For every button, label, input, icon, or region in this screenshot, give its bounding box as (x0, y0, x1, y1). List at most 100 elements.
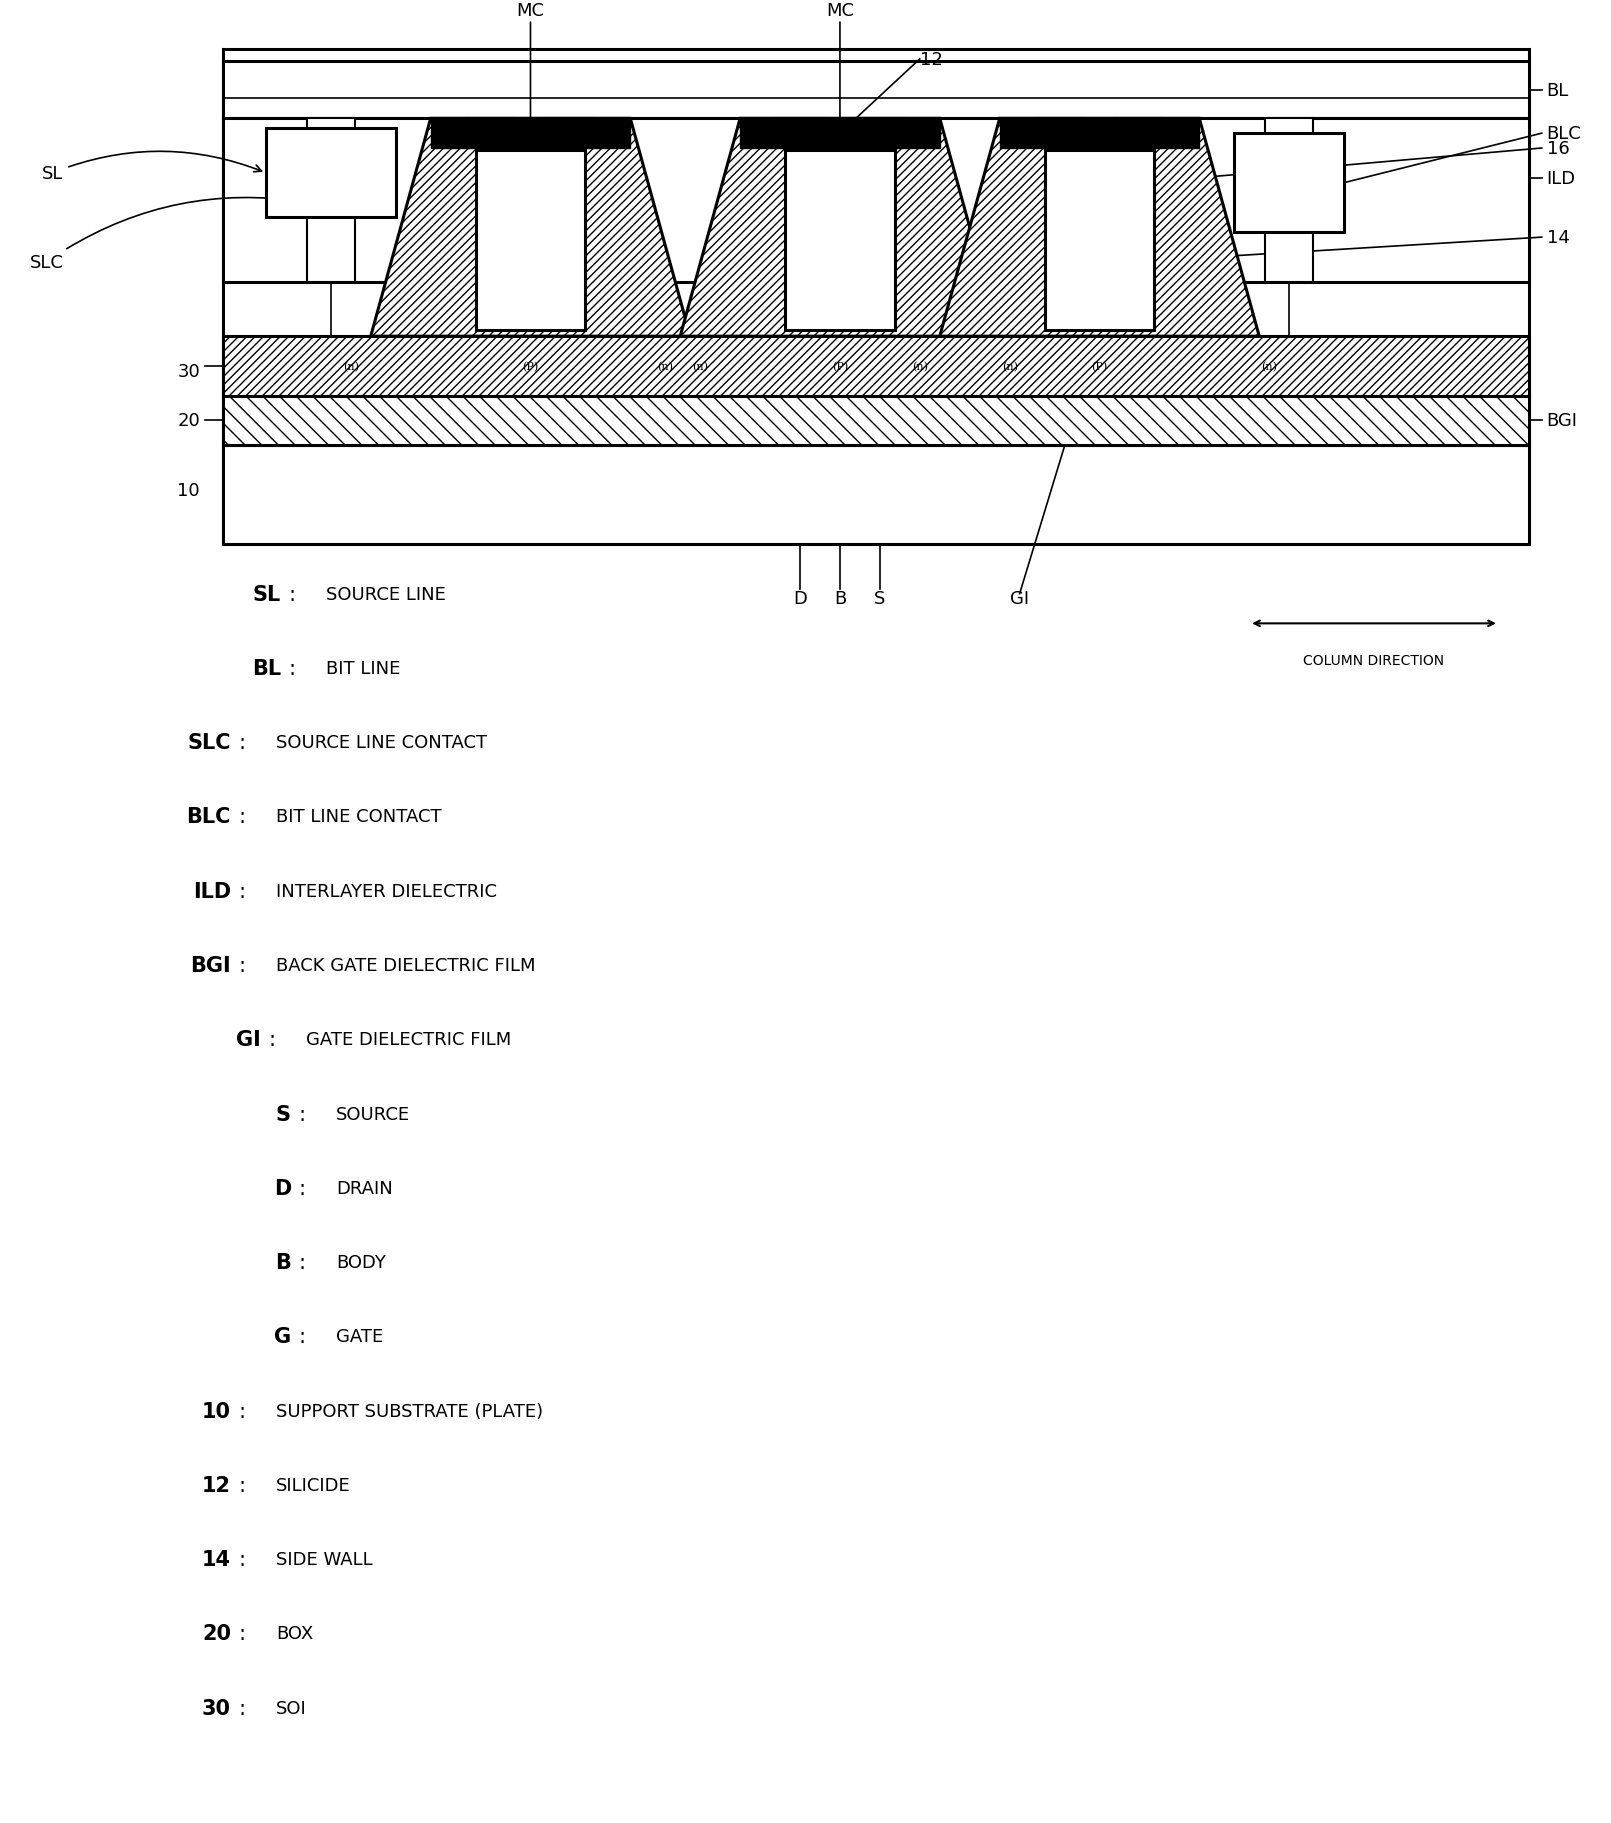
Text: :: : (238, 1624, 246, 1644)
Text: :: : (238, 733, 246, 753)
Polygon shape (371, 118, 690, 337)
Text: GATE: GATE (335, 1327, 383, 1345)
Text: :: : (288, 585, 296, 603)
Text: ILD: ILD (193, 881, 230, 901)
Text: MC: MC (517, 2, 545, 20)
Polygon shape (939, 118, 1260, 337)
Text: SOI: SOI (275, 1699, 306, 1717)
Bar (1265, 118, 1313, 283)
Text: :: : (238, 1697, 246, 1717)
Text: INTERLAYER DIELECTRIC: INTERLAYER DIELECTRIC (275, 882, 496, 901)
Text: :: : (288, 658, 296, 678)
Text: SOURCE LINE: SOURCE LINE (325, 585, 446, 603)
Text: SOURCE LINE CONTACT: SOURCE LINE CONTACT (275, 735, 487, 751)
Text: 16: 16 (1547, 140, 1569, 159)
Text: SLC: SLC (29, 199, 303, 272)
Bar (780, 135, 901, 233)
Text: SL: SL (253, 585, 280, 603)
Bar (1115, 118, 1163, 283)
Text: SILICIDE: SILICIDE (275, 1477, 351, 1495)
Text: GI: GI (237, 1030, 261, 1050)
Text: 12: 12 (201, 1475, 230, 1495)
Polygon shape (680, 118, 1000, 337)
Text: B: B (834, 589, 846, 607)
Text: :: : (300, 1105, 306, 1125)
Bar (222, 337, 1529, 396)
Text: 30: 30 (177, 363, 200, 381)
Bar (777, 118, 823, 283)
Text: :: : (238, 808, 246, 828)
Text: 14: 14 (1547, 230, 1569, 246)
Bar (430, 118, 630, 149)
Text: BLC: BLC (187, 808, 230, 828)
Text: SOURCE: SOURCE (335, 1105, 409, 1123)
Text: 10: 10 (201, 1400, 230, 1420)
Text: ILD: ILD (1547, 170, 1576, 188)
Text: :: : (238, 881, 246, 901)
Text: :: : (238, 1400, 246, 1420)
Text: BOX: BOX (275, 1624, 313, 1643)
Bar (222, 62, 1529, 118)
Text: 20: 20 (201, 1624, 230, 1644)
Text: 14: 14 (201, 1550, 230, 1570)
Text: MC: MC (1099, 129, 1128, 148)
Text: (n): (n) (1002, 361, 1018, 372)
Text: SL: SL (42, 151, 261, 182)
Bar (222, 118, 1529, 283)
Text: (n): (n) (1261, 361, 1278, 372)
Bar (1234, 135, 1344, 233)
Text: :: : (300, 1327, 306, 1347)
Bar (1044, 151, 1155, 332)
Text: :: : (238, 1550, 246, 1570)
Text: 10: 10 (177, 481, 200, 500)
Text: SUPPORT SUBSTRATE (PLATE): SUPPORT SUBSTRATE (PLATE) (275, 1402, 543, 1420)
Text: GI: GI (1010, 589, 1029, 607)
Text: :: : (238, 955, 246, 975)
Bar (222, 49, 1529, 545)
Text: D: D (793, 589, 807, 607)
Text: MC: MC (826, 2, 854, 20)
Bar (467, 118, 514, 283)
Text: G: G (1184, 288, 1199, 306)
Text: COLUMN DIRECTION: COLUMN DIRECTION (1303, 654, 1445, 667)
Text: BL: BL (1547, 82, 1569, 100)
Text: G: G (274, 1327, 292, 1347)
Text: S: S (275, 1105, 292, 1125)
Bar (470, 135, 590, 233)
Text: SIDE WALL: SIDE WALL (275, 1550, 372, 1568)
Bar (266, 129, 396, 219)
Text: BACK GATE DIELECTRIC FILM: BACK GATE DIELECTRIC FILM (275, 957, 535, 975)
Bar (546, 118, 594, 283)
Text: (P): (P) (1091, 361, 1108, 372)
Text: 20: 20 (177, 412, 200, 430)
Text: :: : (269, 1030, 275, 1050)
Text: (n): (n) (657, 361, 673, 372)
Text: (n): (n) (912, 361, 928, 372)
Text: (P): (P) (831, 361, 847, 372)
Bar (785, 151, 894, 332)
Text: BL: BL (251, 658, 280, 678)
Text: D: D (274, 1178, 292, 1198)
Text: DRAIN: DRAIN (335, 1179, 393, 1198)
Text: 12: 12 (920, 51, 942, 69)
Text: :: : (238, 1475, 246, 1495)
Bar (1039, 135, 1160, 233)
Bar (222, 447, 1529, 545)
Bar (855, 118, 904, 283)
Text: BIT LINE: BIT LINE (325, 660, 400, 678)
Text: BGI: BGI (1547, 412, 1577, 430)
Text: :: : (300, 1252, 306, 1272)
Text: :: : (300, 1178, 306, 1198)
Text: BIT LINE CONTACT: BIT LINE CONTACT (275, 808, 441, 826)
Text: BLC: BLC (1547, 126, 1582, 142)
Text: BGI: BGI (190, 955, 230, 975)
Bar (475, 151, 585, 332)
Bar (1000, 118, 1199, 149)
Text: S: S (875, 589, 886, 607)
Text: 30: 30 (201, 1697, 230, 1717)
Text: (n): (n) (343, 361, 359, 372)
Text: (P): (P) (522, 361, 538, 372)
Bar (1036, 118, 1084, 283)
Bar (739, 118, 939, 149)
Text: B: B (275, 1252, 292, 1272)
